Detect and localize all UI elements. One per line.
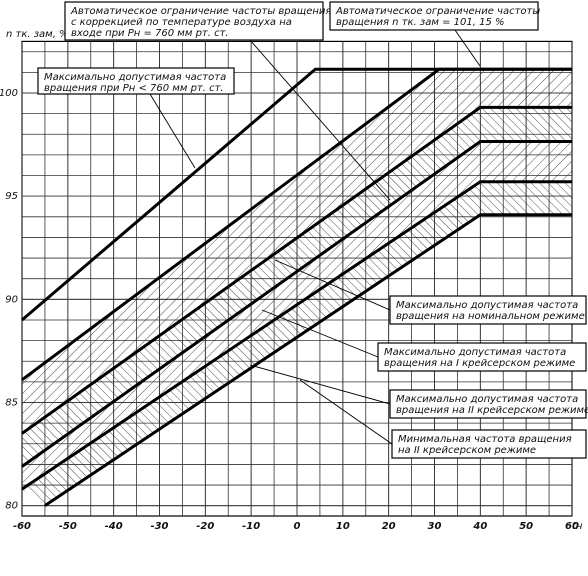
callout-text: Максимально допустимая частота вращения п… — [44, 72, 226, 94]
callout-arrow — [299, 379, 393, 445]
y-tick-label: 80 — [5, 501, 18, 512]
callout-box — [329, 1, 539, 31]
series-line — [44, 213, 572, 507]
callout-arrow — [274, 259, 391, 311]
callout-box — [377, 342, 587, 372]
hatch-band — [22, 141, 572, 490]
hatch-band — [22, 181, 572, 506]
x-tick-label: 30 — [428, 521, 442, 532]
callout-text: Автоматическое ограничение частоты вращен… — [335, 6, 540, 28]
callout-text: Минимальная частота вращения на II крейсе… — [398, 434, 572, 456]
callout-arrow — [249, 39, 391, 201]
series-line — [21, 67, 572, 382]
y-axis-label: n тк. зам, % — [6, 29, 69, 40]
x-tick-label: 40 — [472, 521, 487, 532]
y-tick-label: 95 — [5, 191, 18, 202]
x-tick-label: 0 — [294, 521, 301, 532]
callout-arrow — [149, 93, 196, 169]
series-line — [21, 180, 572, 491]
y-tick-label: 85 — [5, 398, 18, 409]
series-line — [21, 105, 572, 435]
x-tick-label: -60 — [13, 521, 31, 532]
callout-text: Автоматическое ограничение частоты враще… — [70, 6, 331, 39]
callout-text: Максимально допустимая частота вращения н… — [384, 347, 575, 369]
x-tick-label: -30 — [150, 521, 168, 532]
hatch-band — [22, 69, 572, 434]
callout-arrow — [454, 29, 481, 67]
x-tick-label: -10 — [242, 521, 260, 532]
x-tick-label: 60 — [565, 521, 579, 532]
callout-box — [389, 389, 587, 419]
callout-box — [37, 67, 235, 95]
series-line — [21, 139, 572, 468]
callout-text: Максимально допустимая частота вращения н… — [396, 300, 585, 322]
callout-arrow — [249, 364, 391, 405]
callout-box — [64, 1, 324, 41]
x-tick-label: -20 — [196, 521, 214, 532]
x-axis-label: tн — [572, 521, 583, 532]
y-tick-label: 100 — [0, 88, 18, 99]
callout-arrow — [261, 309, 379, 358]
x-tick-label: 20 — [382, 521, 396, 532]
x-tick-label: 50 — [519, 521, 533, 532]
callout-text: Максимально допустимая частота вращения н… — [396, 394, 588, 416]
x-tick-label: -40 — [105, 521, 123, 532]
x-tick-label: 10 — [336, 521, 350, 532]
x-tick-label: -50 — [59, 521, 77, 532]
y-tick-label: 90 — [5, 294, 18, 305]
